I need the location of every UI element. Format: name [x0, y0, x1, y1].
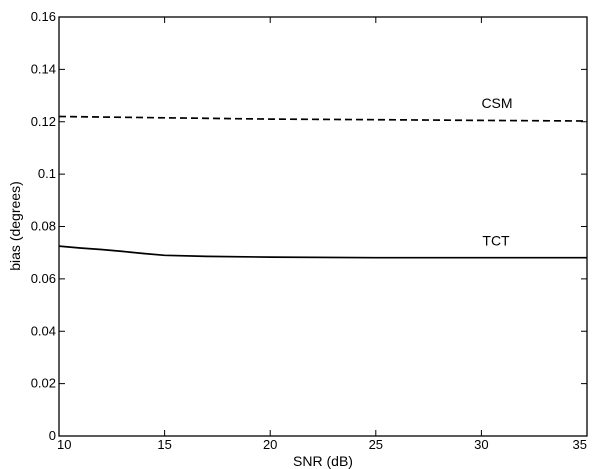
x-axis-label: SNR (dB)	[293, 453, 353, 469]
series-point-csm	[586, 120, 588, 122]
series-point-csm	[164, 117, 166, 119]
x-tick-label: 20	[263, 437, 277, 452]
series-point-tct	[269, 256, 271, 258]
plot-area-frame	[58, 16, 588, 437]
series-point-csm	[58, 116, 60, 118]
series-label-csm: CSM	[481, 95, 512, 111]
series-point-tct	[100, 249, 102, 251]
x-tick-label: 15	[157, 437, 171, 452]
series-point-csm	[269, 118, 271, 120]
y-tick-label: 0.16	[31, 9, 56, 24]
y-tick-label: 0.14	[31, 61, 56, 76]
y-axis-label: bias (degrees)	[7, 181, 23, 271]
series-layer	[58, 115, 588, 259]
series-point-tct	[164, 255, 166, 257]
series-label-tct: TCT	[482, 233, 510, 249]
x-tick-label: 30	[474, 437, 488, 452]
series-point-tct	[122, 251, 124, 253]
y-tick-label: 0.02	[31, 376, 56, 391]
series-point-csm	[481, 120, 483, 122]
series-point-tct	[375, 257, 377, 259]
series-point-tct	[143, 253, 145, 255]
series-line-csm	[58, 115, 588, 122]
tick-labels: 0 0.02 0.04 0.06 0.08 0.1 0.12 0.14 0.16 10 15 20 25…	[31, 9, 587, 452]
x-tick-label: 10	[57, 437, 71, 452]
series-point-tct	[481, 257, 483, 259]
x-tick-label: 35	[573, 437, 587, 452]
series-point-tct	[58, 245, 60, 247]
y-tick-label: 0.08	[31, 219, 56, 234]
ticks	[58, 16, 588, 437]
y-tick-label: 0.1	[38, 166, 56, 181]
x-tick-label: 25	[369, 437, 383, 452]
series-point-tct	[79, 247, 81, 249]
series-line-tct	[58, 245, 587, 259]
series-point-tct	[206, 256, 208, 258]
series-point-csm	[375, 119, 377, 121]
y-tick-label: 0.04	[31, 323, 56, 338]
y-tick-label: 0.06	[31, 271, 56, 286]
y-tick-label: 0.12	[31, 114, 56, 129]
y-tick-label: 0	[49, 428, 56, 443]
series-labels: CSM TCT	[481, 95, 512, 249]
series-point-tct	[586, 257, 588, 259]
